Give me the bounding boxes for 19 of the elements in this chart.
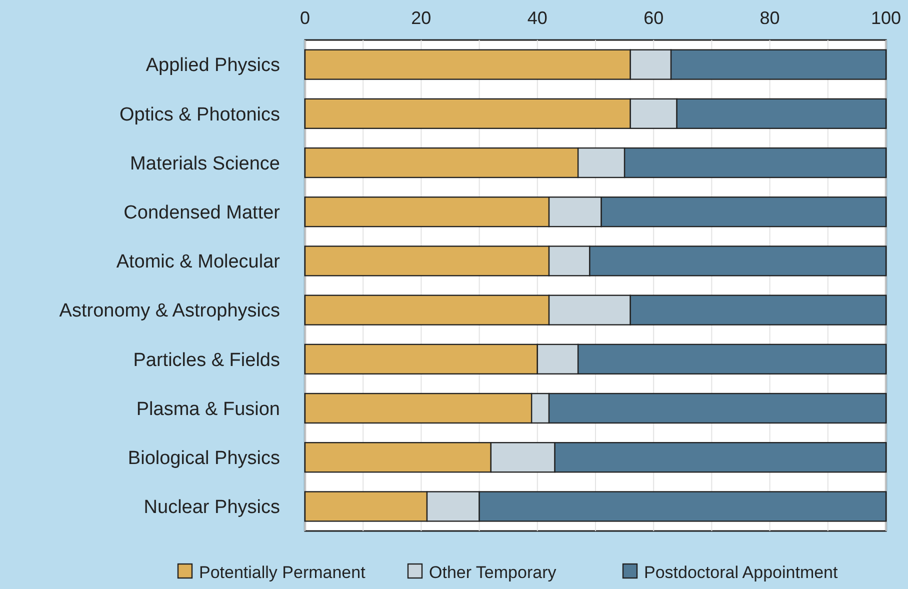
y-tick-label: Applied Physics [146,55,280,76]
y-tick-label: Optics & Photonics [119,104,280,126]
y-tick-label: Condensed Matter [124,202,281,224]
x-tick-label: 40 [527,8,548,28]
y-tick-label: Astronomy & Astrophysics [59,300,280,322]
x-tick-label: 80 [760,8,780,28]
x-tick-label: 60 [644,8,664,28]
x-tick-label: 100 [870,8,902,28]
legend-label: Postdoctoral Appointment [644,563,838,582]
x-tick-label: 0 [300,8,310,28]
x-tick-label: 20 [411,8,432,28]
y-tick-label: Biological Physics [128,448,280,469]
y-tick-label: Atomic & Molecular [116,252,281,273]
y-tick-label: Plasma & Fusion [136,398,280,420]
y-tick-label: Materials Science [130,153,280,174]
legend-label: Other Temporary [429,563,557,582]
legend-label: Potentially Permanent [199,563,366,582]
y-tick-label: Nuclear Physics [144,497,280,518]
y-tick-label: Particles & Fields [133,350,280,371]
